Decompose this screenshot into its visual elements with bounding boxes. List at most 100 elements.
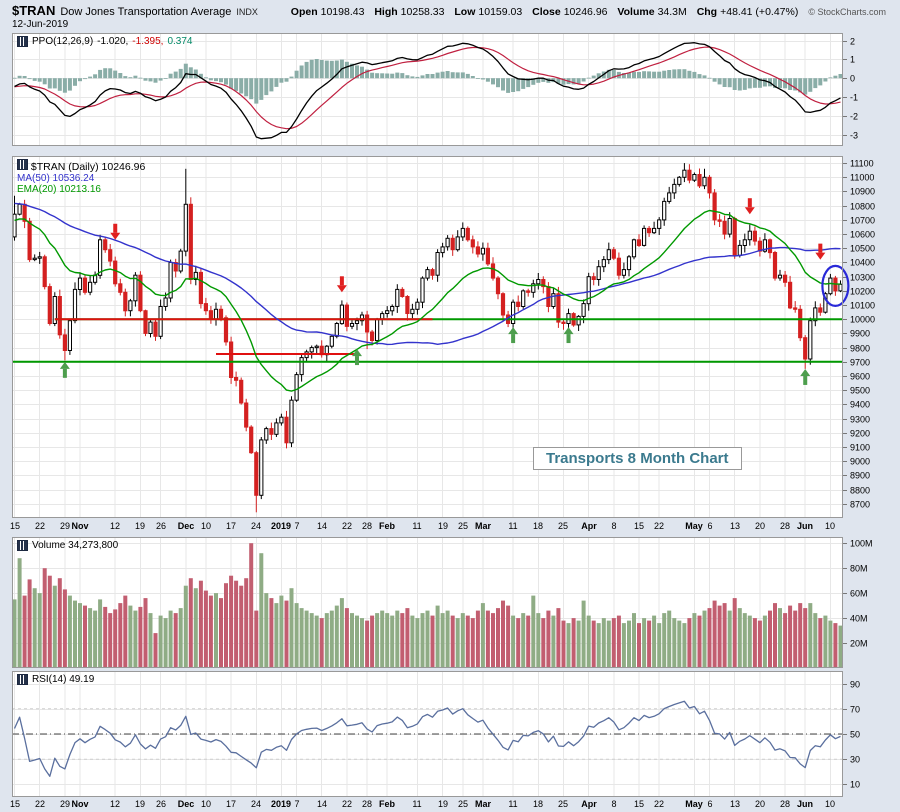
x-tick-label: 7 (294, 799, 299, 809)
x-tick-label: 22 (342, 521, 352, 531)
price-panel-icon[interactable] (17, 159, 28, 170)
quote-label-chg: Chg (697, 6, 717, 18)
x-tick-label: 13 (730, 521, 740, 531)
svg-text:10600: 10600 (850, 230, 875, 240)
quote-value-open: 10198.43 (321, 6, 365, 18)
x-tick-label: May (685, 799, 703, 809)
rsi-label: RSI(14) 49.19 (17, 674, 94, 685)
quote-label-open: Open (291, 6, 318, 18)
x-tick-label: 17 (226, 521, 236, 531)
x-tick-label: 28 (362, 799, 372, 809)
svg-text:9500: 9500 (850, 386, 870, 396)
x-tick-label: 19 (135, 799, 145, 809)
x-tick-label: 25 (558, 799, 568, 809)
x-tick-label: 10 (201, 799, 211, 809)
svg-text:2: 2 (850, 37, 855, 47)
x-tick-label: Jun (797, 799, 813, 809)
x-tick-label: 20 (755, 521, 765, 531)
svg-text:60M: 60M (850, 589, 868, 599)
chart-date: 12-Jun-2019 (12, 19, 68, 30)
quote-label-low: Low (454, 6, 475, 18)
svg-text:10300: 10300 (850, 273, 875, 283)
x-tick-label: 2019 (271, 799, 291, 809)
svg-text:9300: 9300 (850, 415, 870, 425)
x-tick-label: 28 (780, 521, 790, 531)
x-tick-label: 29 (60, 799, 70, 809)
x-tick-label: 15 (634, 521, 644, 531)
copyright: © StockCharts.com (808, 7, 886, 17)
rsi-panel-icon[interactable] (17, 674, 28, 685)
ppo-panel-icon[interactable] (17, 36, 28, 47)
x-tick-label: May (685, 521, 703, 531)
svg-text:9900: 9900 (850, 329, 870, 339)
svg-text:10: 10 (850, 780, 860, 790)
svg-text:9600: 9600 (850, 372, 870, 382)
x-tick-label: 11 (412, 521, 421, 531)
quote-value-close: 10246.96 (564, 6, 608, 18)
x-tick-label: Apr (581, 521, 597, 531)
x-tick-label: 11 (508, 799, 517, 809)
x-tick-label: Dec (178, 521, 195, 531)
ppo-title: PPO(12,26,9) (32, 36, 93, 47)
svg-text:9200: 9200 (850, 429, 870, 439)
quote-value-volume: 34.3M (658, 6, 687, 18)
x-tick-label: Nov (71, 799, 88, 809)
x-tick-label: Nov (71, 521, 88, 531)
x-tick-label: 2019 (271, 521, 291, 531)
x-tick-label: 18 (533, 521, 543, 531)
volume-panel-icon[interactable] (17, 540, 28, 551)
index-name: Dow Jones Transportation Average (60, 6, 231, 18)
svg-text:9000: 9000 (850, 457, 870, 467)
svg-text:70: 70 (850, 705, 860, 715)
x-tick-label: 11 (508, 521, 517, 531)
svg-text:8700: 8700 (850, 500, 870, 510)
svg-text:-1: -1 (850, 93, 858, 103)
x-tick-label: 19 (135, 521, 145, 531)
x-tick-label: 22 (654, 799, 664, 809)
x-tick-label: 19 (438, 521, 448, 531)
quote-label-high: High (374, 6, 397, 18)
x-tick-label: 8 (611, 521, 616, 531)
svg-text:10400: 10400 (850, 258, 875, 268)
ma50-label: MA(50) 10536.24 (17, 173, 145, 184)
svg-text:-2: -2 (850, 112, 858, 122)
quote-label-close: Close (532, 6, 561, 18)
svg-text:10000: 10000 (850, 315, 875, 325)
x-tick-label: 20 (755, 799, 765, 809)
svg-text:100M: 100M (850, 539, 873, 549)
svg-text:8900: 8900 (850, 471, 870, 481)
x-tick-label: 22 (35, 521, 45, 531)
x-tick-label: 12 (110, 799, 120, 809)
x-tick-label: 25 (458, 521, 468, 531)
x-tick-label: 25 (458, 799, 468, 809)
price-plot: 8700880089009000910092009300940095009600… (12, 156, 886, 518)
svg-text:40M: 40M (850, 614, 868, 624)
price-label: $TRAN (Daily) 10246.96 MA(50) 10536.24 E… (17, 159, 145, 195)
svg-text:11100: 11100 (850, 159, 874, 169)
quote-label-volume: Volume (617, 6, 654, 18)
x-tick-label: 28 (780, 799, 790, 809)
x-tick-label: 19 (438, 799, 448, 809)
quote-value-low: 10159.03 (478, 6, 522, 18)
ticker-symbol: $TRAN (12, 3, 55, 18)
svg-text:10900: 10900 (850, 187, 875, 197)
x-tick-label: 18 (533, 799, 543, 809)
svg-text:10800: 10800 (850, 202, 875, 212)
x-tick-label: 6 (707, 799, 712, 809)
x-tick-label: Apr (581, 799, 597, 809)
x-tick-label: 14 (317, 521, 327, 531)
x-tick-label: 8 (611, 799, 616, 809)
ppo-signal-value: -1.395, (132, 36, 163, 47)
price-title: $TRAN (Daily) 10246.96 (31, 161, 145, 173)
x-tick-label: 13 (730, 799, 740, 809)
x-tick-label: Jun (797, 521, 813, 531)
x-tick-label: 11 (412, 799, 421, 809)
svg-text:9700: 9700 (850, 358, 870, 368)
x-tick-label: 28 (362, 521, 372, 531)
